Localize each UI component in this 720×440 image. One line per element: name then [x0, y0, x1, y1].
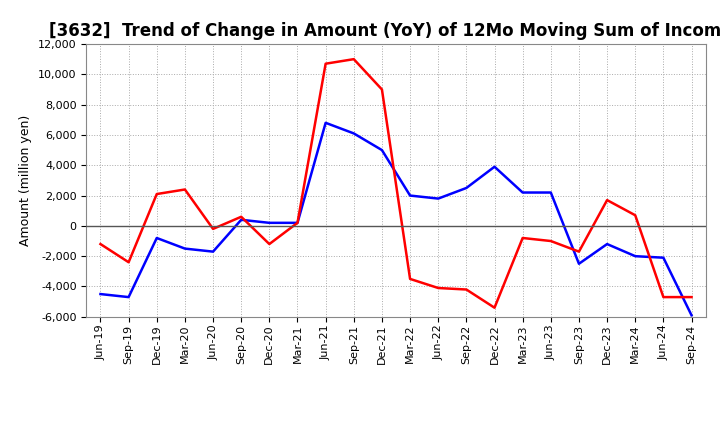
Net Income	[603, 198, 611, 203]
Net Income	[125, 260, 133, 265]
Legend: Ordinary Income, Net Income: Ordinary Income, Net Income	[252, 438, 540, 440]
Net Income	[575, 249, 583, 254]
Net Income	[659, 294, 667, 300]
Net Income	[237, 214, 246, 220]
Net Income	[434, 286, 443, 291]
Ordinary Income	[209, 249, 217, 254]
Net Income	[406, 276, 415, 282]
Ordinary Income	[293, 220, 302, 225]
Net Income	[377, 87, 386, 92]
Y-axis label: Amount (million yen): Amount (million yen)	[19, 115, 32, 246]
Line: Ordinary Income: Ordinary Income	[101, 123, 691, 315]
Ordinary Income	[153, 235, 161, 241]
Ordinary Income	[462, 185, 471, 191]
Net Income	[293, 220, 302, 225]
Ordinary Income	[406, 193, 415, 198]
Ordinary Income	[181, 246, 189, 251]
Net Income	[687, 294, 696, 300]
Net Income	[518, 235, 527, 241]
Net Income	[181, 187, 189, 192]
Line: Net Income: Net Income	[101, 59, 691, 308]
Net Income	[209, 226, 217, 231]
Ordinary Income	[321, 120, 330, 125]
Net Income	[462, 287, 471, 292]
Net Income	[546, 238, 555, 244]
Ordinary Income	[490, 164, 499, 169]
Ordinary Income	[631, 253, 639, 259]
Net Income	[321, 61, 330, 66]
Ordinary Income	[659, 255, 667, 260]
Title: [3632]  Trend of Change in Amount (YoY) of 12Mo Moving Sum of Incomes: [3632] Trend of Change in Amount (YoY) o…	[49, 22, 720, 40]
Ordinary Income	[349, 131, 358, 136]
Net Income	[96, 242, 105, 247]
Ordinary Income	[125, 294, 133, 300]
Ordinary Income	[603, 242, 611, 247]
Ordinary Income	[237, 217, 246, 223]
Ordinary Income	[687, 313, 696, 318]
Net Income	[153, 191, 161, 197]
Ordinary Income	[546, 190, 555, 195]
Net Income	[349, 56, 358, 62]
Ordinary Income	[377, 147, 386, 153]
Ordinary Income	[434, 196, 443, 201]
Ordinary Income	[518, 190, 527, 195]
Ordinary Income	[96, 291, 105, 297]
Net Income	[631, 213, 639, 218]
Net Income	[265, 242, 274, 247]
Net Income	[490, 305, 499, 310]
Ordinary Income	[265, 220, 274, 225]
Ordinary Income	[575, 261, 583, 266]
